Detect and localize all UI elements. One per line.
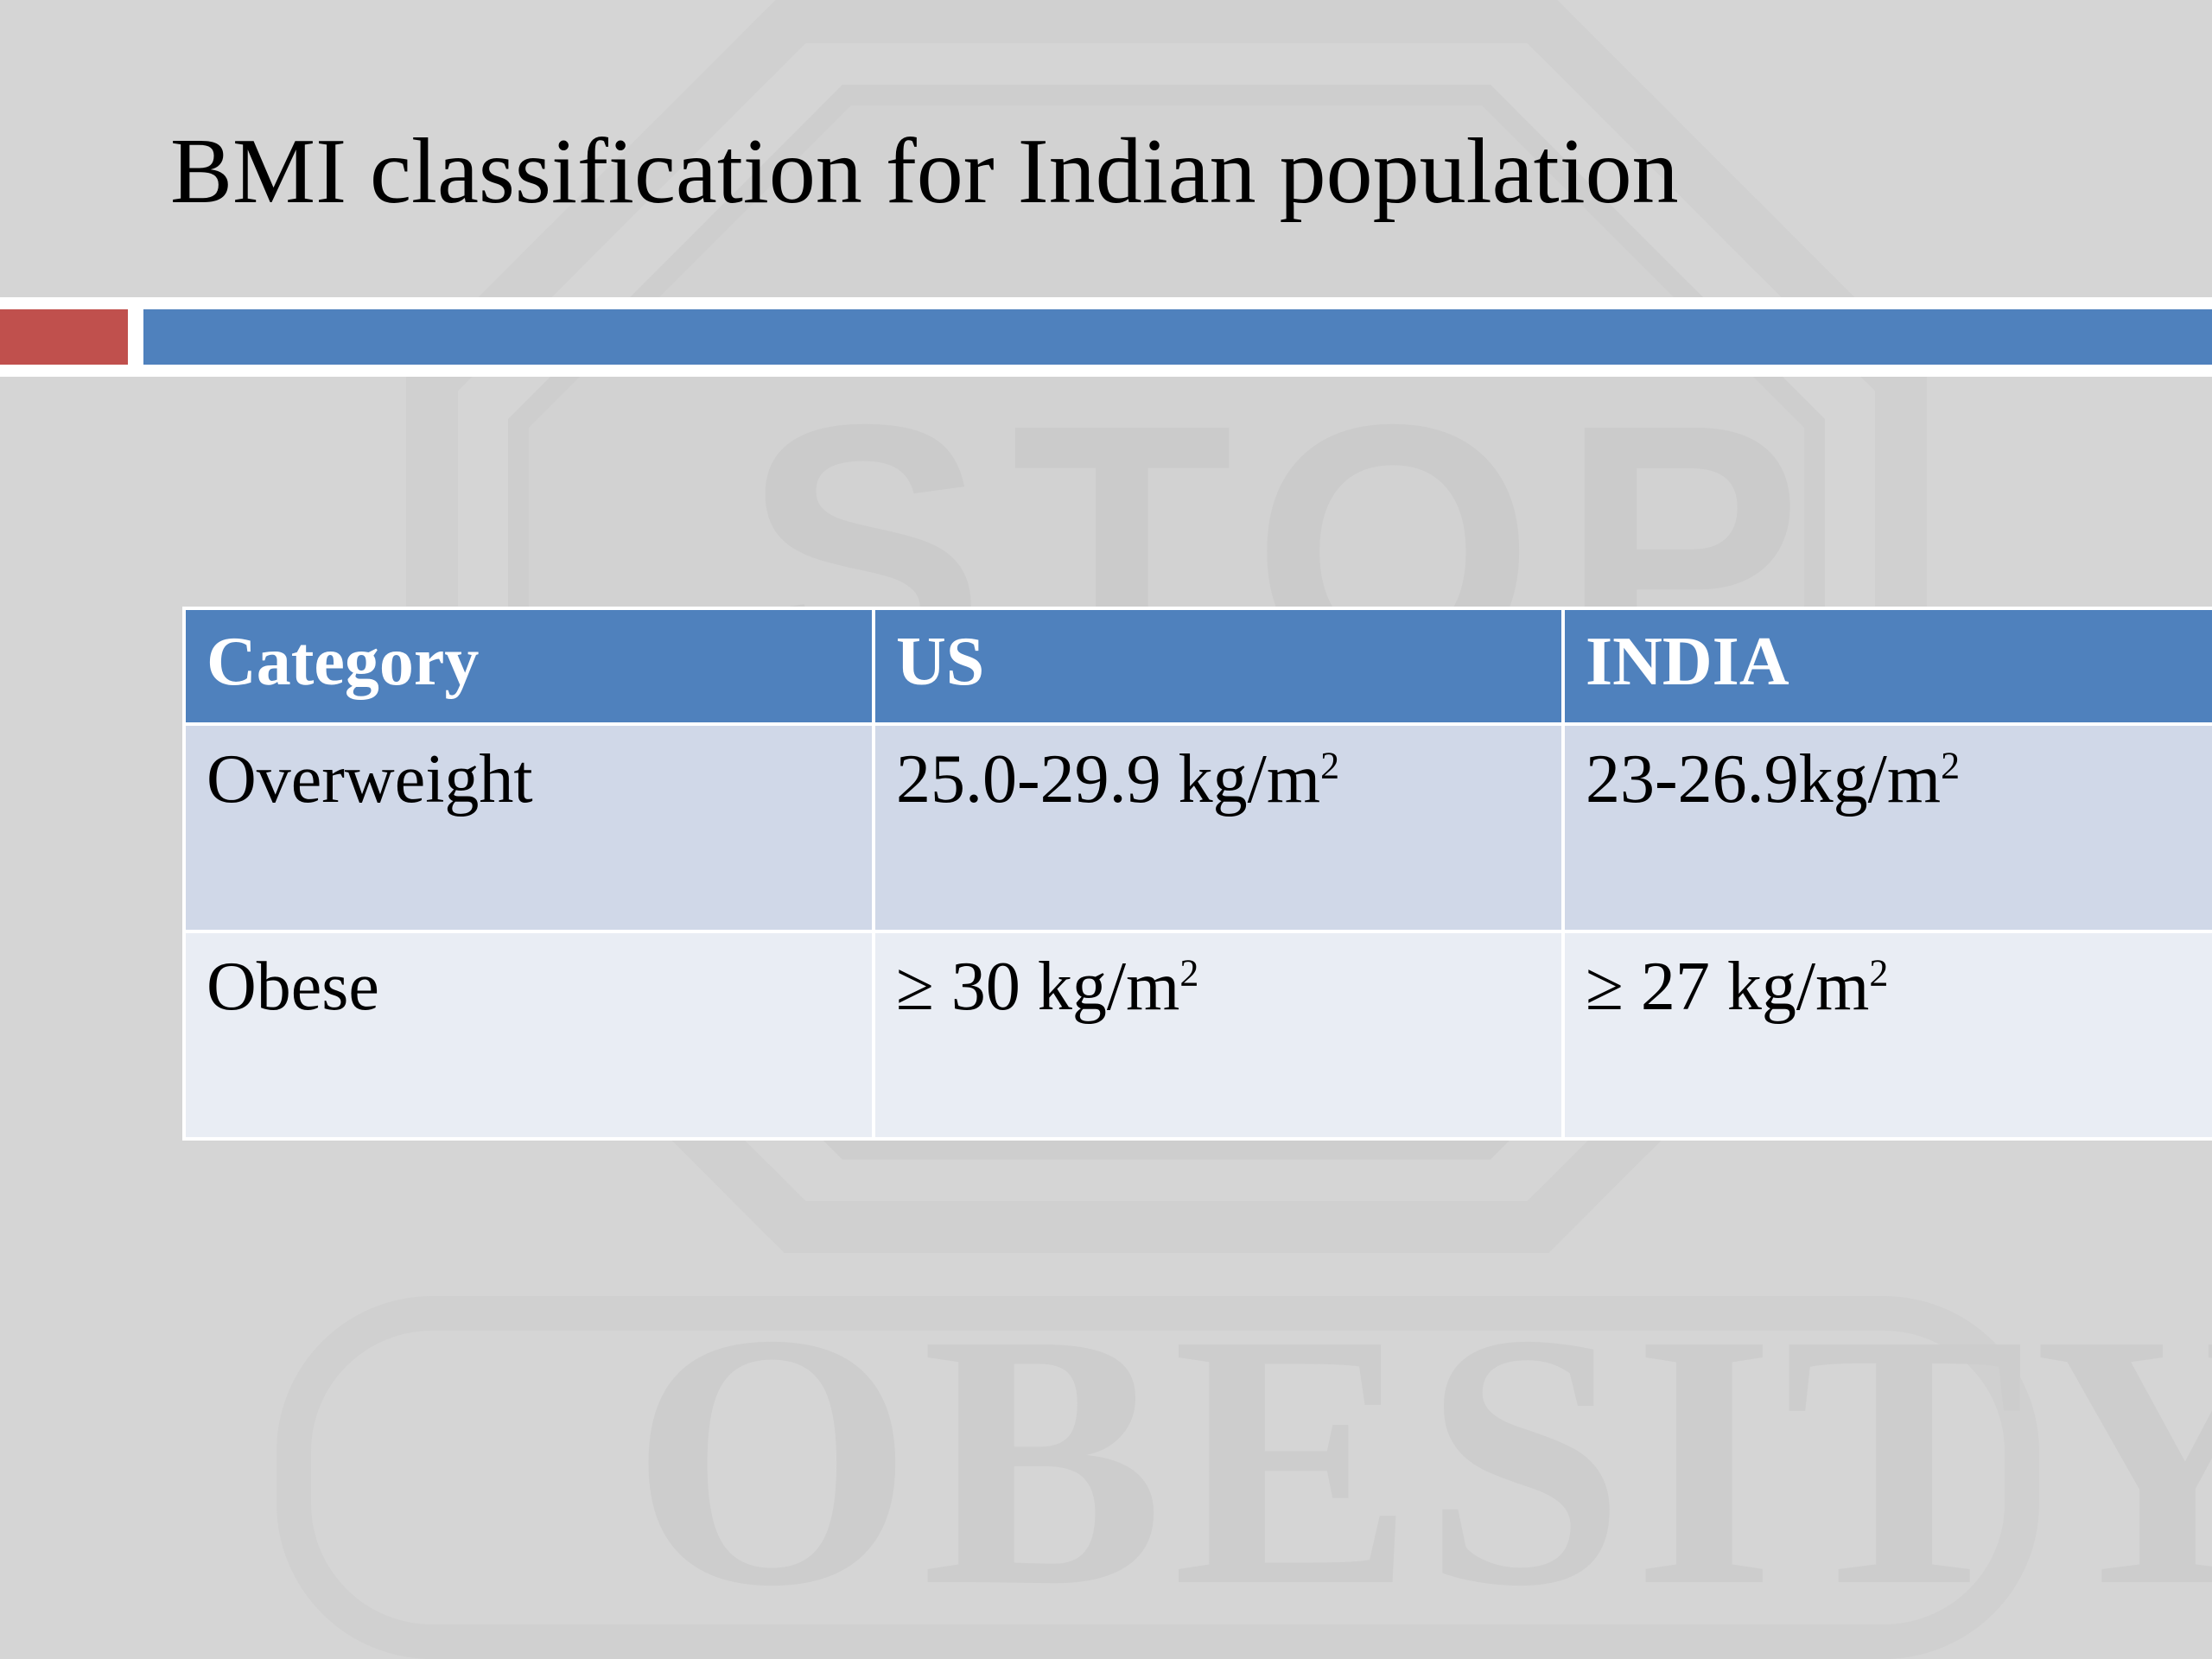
header-us: US — [872, 607, 1565, 726]
category-label: Obese — [207, 949, 379, 1025]
slide-title: BMI classification for Indian population — [170, 120, 1679, 223]
unit-superscript: 2 — [1320, 744, 1340, 787]
title-divider-blue-accent — [143, 309, 2212, 365]
us-range: ≥ 30 kg/m — [896, 949, 1180, 1025]
cell-category: Obese — [182, 930, 875, 1141]
india-range: 23-26.9kg/m — [1586, 741, 1942, 817]
title-divider-red-accent — [0, 309, 128, 365]
bmi-classification-table: Category US INDIA Overweight 25.0-29.9 k… — [182, 607, 2212, 1141]
cell-us: ≥ 30 kg/m2 — [872, 930, 1565, 1141]
cell-category: Overweight — [182, 722, 875, 933]
cell-us: 25.0-29.9 kg/m2 — [872, 722, 1565, 933]
cell-india: ≥ 27 kg/m2 — [1561, 930, 2212, 1141]
unit-superscript: 2 — [1941, 744, 1961, 787]
cell-india: 23-26.9kg/m2 — [1561, 722, 2212, 933]
table-header-row: Category US INDIA — [182, 607, 2212, 726]
unit-superscript: 2 — [1179, 951, 1199, 995]
header-india: INDIA — [1561, 607, 2212, 726]
header-category: Category — [182, 607, 875, 726]
table-row: Overweight 25.0-29.9 kg/m2 23-26.9kg/m2 — [182, 722, 2212, 933]
watermark-obesity-text: OBESITY — [631, 1259, 2212, 1659]
category-label: Overweight — [207, 741, 533, 817]
india-range: ≥ 27 kg/m — [1586, 949, 1870, 1025]
unit-superscript: 2 — [1869, 951, 1889, 995]
table-row: Obese ≥ 30 kg/m2 ≥ 27 kg/m2 — [182, 930, 2212, 1141]
us-range: 25.0-29.9 kg/m — [896, 741, 1321, 817]
